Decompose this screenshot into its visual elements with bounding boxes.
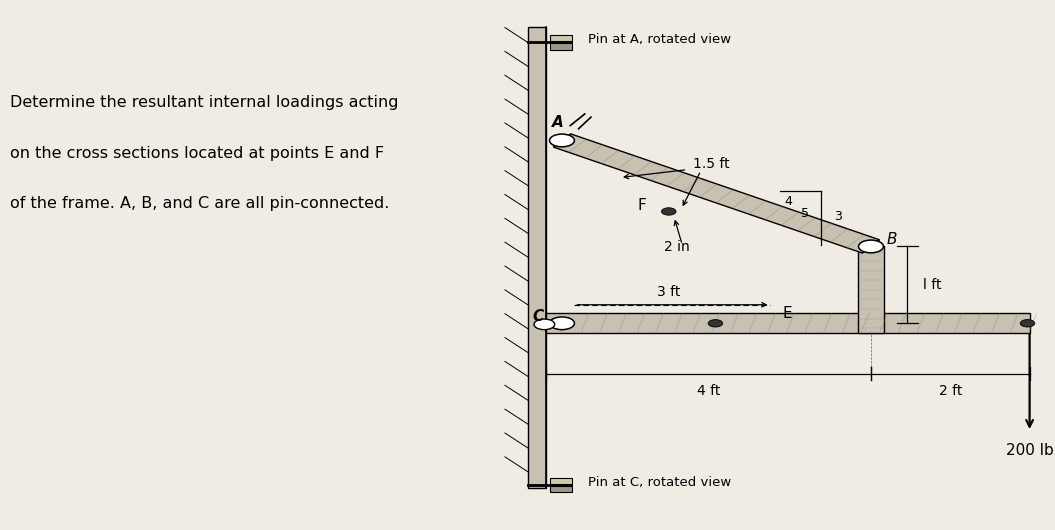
Circle shape [1020, 320, 1035, 327]
Bar [546, 313, 1030, 333]
Circle shape [534, 319, 555, 330]
Bar [550, 478, 573, 484]
Bar [550, 43, 573, 50]
Circle shape [661, 208, 676, 215]
Circle shape [550, 134, 574, 147]
Text: 3 ft: 3 ft [657, 286, 680, 299]
Text: Pin at A, rotated view: Pin at A, rotated view [588, 33, 731, 46]
Text: 1.5 ft: 1.5 ft [693, 157, 729, 171]
Text: Determine the resultant internal loadings acting: Determine the resultant internal loading… [11, 95, 399, 110]
Text: C: C [533, 308, 544, 324]
Bar [528, 26, 546, 488]
Bar [550, 486, 573, 492]
Circle shape [708, 320, 723, 327]
Text: 2 ft: 2 ft [939, 384, 962, 398]
Text: 200 lb: 200 lb [1005, 443, 1054, 457]
Polygon shape [553, 134, 880, 253]
Text: l ft: l ft [923, 278, 941, 292]
Text: F: F [637, 198, 647, 214]
Text: of the frame. A, B, and C are all pin-connected.: of the frame. A, B, and C are all pin-co… [11, 196, 389, 211]
Text: 4 ft: 4 ft [697, 384, 721, 398]
Circle shape [550, 317, 574, 330]
Circle shape [859, 240, 883, 253]
Text: on the cross sections located at points E and F: on the cross sections located at points … [11, 146, 384, 161]
Text: 4: 4 [784, 195, 792, 208]
Text: 3: 3 [833, 210, 842, 223]
Text: E: E [783, 306, 792, 321]
Text: B: B [886, 232, 897, 247]
Text: 5: 5 [801, 207, 808, 219]
Text: 2 in: 2 in [664, 240, 689, 254]
Text: Pin at C, rotated view: Pin at C, rotated view [588, 476, 731, 489]
Text: A: A [552, 115, 563, 130]
Bar [550, 35, 573, 41]
Bar [858, 246, 884, 333]
